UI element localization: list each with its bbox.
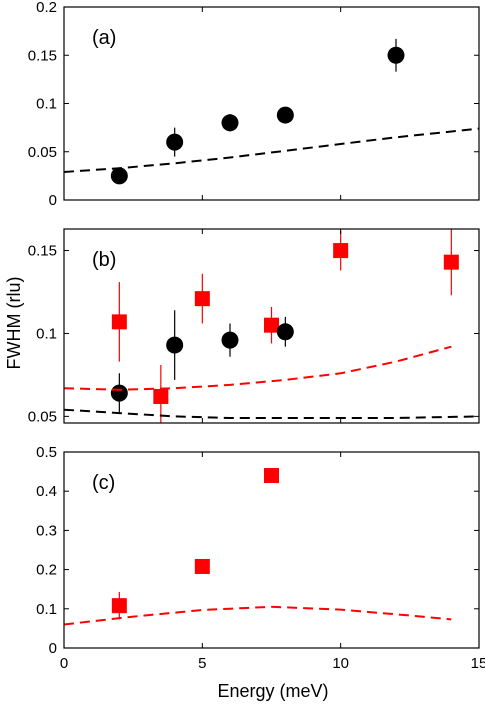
data-point-circle (166, 133, 184, 151)
panel-label: (c) (92, 472, 115, 494)
data-point-circle (110, 384, 128, 402)
y-tick-label: 0.5 (36, 444, 57, 461)
y-tick-label: 0.1 (36, 96, 57, 113)
y-tick-label: 0.05 (28, 408, 57, 425)
dashed-model-line (64, 408, 479, 419)
dashed-model-line (64, 345, 452, 391)
data-point-square (194, 558, 210, 574)
plot-area (64, 229, 479, 423)
data-point-circle (221, 331, 239, 349)
data-point-square (111, 314, 127, 330)
panel-1: 0 0.05 0.1 0.15 0.2 (a) (28, 0, 480, 209)
data-point-circle (110, 167, 128, 185)
x-tick-label: 15 (471, 655, 485, 672)
data-point-square (443, 254, 459, 270)
y-tick-label: 0.2 (36, 0, 57, 16)
panel-label: (b) (92, 249, 116, 271)
y-tick-label: 0.2 (36, 562, 57, 579)
dashed-model-line (64, 127, 479, 173)
data-point-circle (387, 46, 405, 64)
data-point-circle (276, 323, 294, 341)
dashed-model-line (64, 605, 452, 626)
axes-frame (63, 228, 480, 424)
y-tick-label: 0.3 (36, 522, 57, 539)
data-point-circle (276, 106, 294, 124)
data-point-square (153, 388, 169, 404)
data-point-square (264, 317, 279, 333)
panel-label: (a) (92, 27, 116, 49)
plot-area (64, 468, 452, 626)
data-point-square (264, 468, 279, 484)
y-tick-label: 0.4 (36, 483, 57, 500)
y-tick-label: 0.15 (28, 47, 57, 64)
data-point-square (333, 243, 349, 259)
y-tick-label: 0 (49, 640, 57, 657)
y-tick-label: 0.05 (28, 144, 57, 161)
data-point-square (194, 291, 210, 307)
data-point-square (111, 598, 127, 614)
y-tick-label: 0 (49, 192, 57, 209)
axes-frame (63, 451, 480, 649)
x-tick-label: 5 (198, 655, 206, 672)
y-tick-label: 0.15 (28, 243, 57, 260)
x-tick-label: 0 (60, 655, 68, 672)
panel-2: 0.05 0.1 0.15 (b) (28, 228, 480, 425)
plot-area (64, 38, 479, 185)
x-axis-title: Energy (meV) (217, 681, 328, 701)
y-axis-title: FWHM (rlu) (4, 277, 24, 370)
panel-3: 0 5 10 15 0 0.1 0.2 0.3 0.4 0.5 (c) (36, 444, 485, 672)
data-point-circle (166, 336, 184, 354)
x-tick-label: 10 (332, 655, 349, 672)
panels: 00.050.10.150.2(a)0.050.10.15 (b)0 5 10 1500… (28, 0, 485, 672)
data-point-circle (221, 114, 239, 132)
y-tick-label: 0.1 (36, 325, 57, 342)
y-tick-label: 0.1 (36, 601, 57, 618)
